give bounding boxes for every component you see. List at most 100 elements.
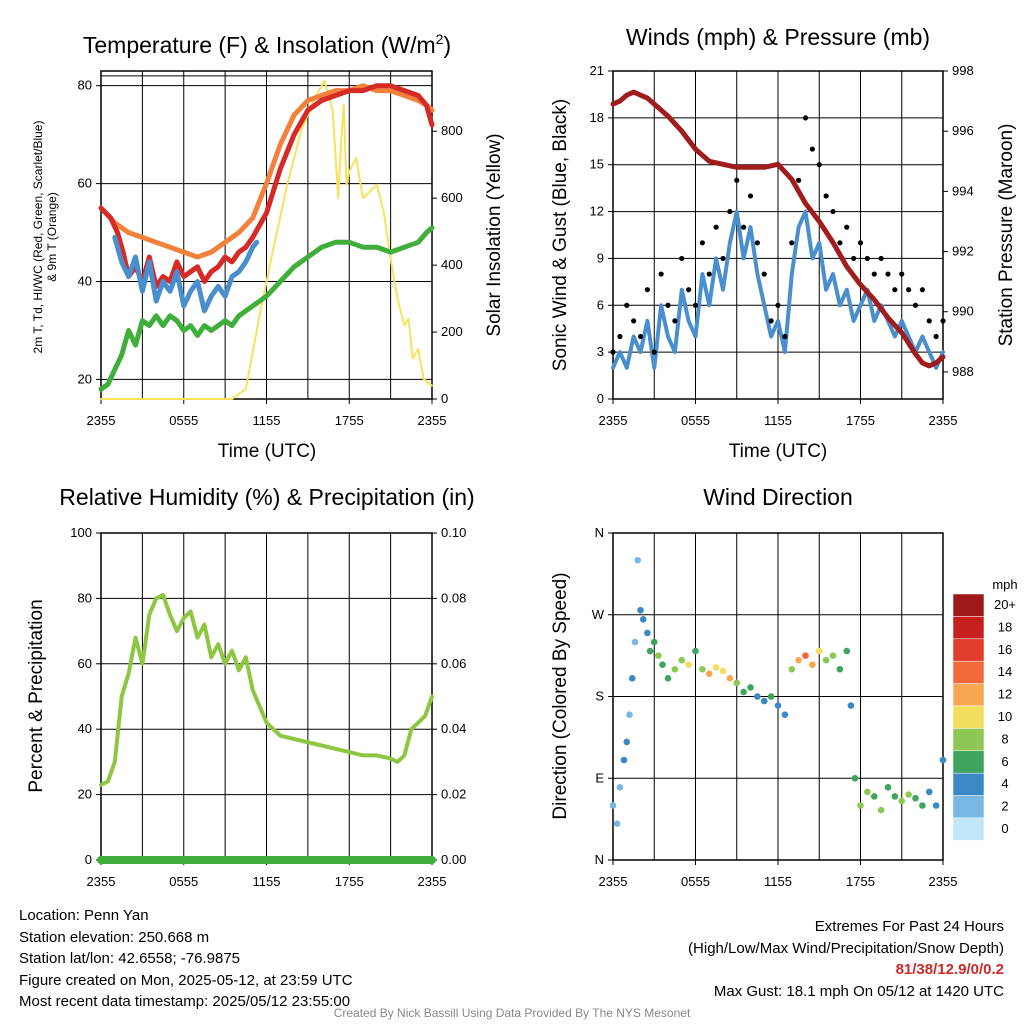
- legend-swatch: [952, 593, 985, 617]
- direction-point: [760, 697, 768, 705]
- direction-point: [733, 679, 741, 687]
- y-tick-label-left: 80: [78, 78, 92, 93]
- gust-point: [727, 208, 733, 215]
- gust-point: [837, 240, 843, 246]
- gust-point: [912, 302, 919, 308]
- created-text: Figure created on Mon, 2025-05-12, at 23…: [19, 971, 353, 989]
- y-tick-label-right: 200: [441, 324, 463, 339]
- direction-point: [671, 665, 679, 673]
- gust-point: [734, 177, 740, 183]
- legend-swatch: [952, 772, 985, 796]
- x-tick-label: 1155: [764, 874, 792, 889]
- direction-point: [809, 661, 816, 669]
- pressure-line: [610, 89, 946, 369]
- direction-point: [644, 629, 651, 637]
- x-tick-label: 0555: [681, 874, 710, 889]
- y-tick-label-left: S: [595, 689, 604, 704]
- temperature-chart-title: Temperature (F) & Insolation (W/m2): [83, 31, 451, 58]
- extremes-summary: Extremes For Past 24 Hours (High/Low/Max…: [688, 916, 1004, 1002]
- gust-point: [851, 255, 857, 262]
- direction-point: [705, 670, 713, 678]
- temperature-x-axis-label: Time (UTC): [218, 441, 317, 462]
- insolation-line: [100, 80, 433, 400]
- x-tick-label: 1755: [846, 874, 875, 889]
- temperature-right-axis-label: Solar Insolation (Yellow): [484, 133, 505, 336]
- gust-point: [919, 287, 925, 293]
- y-tick-label-left: W: [592, 607, 605, 622]
- legend-label: 4: [1001, 776, 1008, 791]
- direction-point: [802, 652, 809, 659]
- gust-point: [747, 193, 754, 199]
- latlon-text: Station lat/lon: 42.6558; -76.9875: [19, 950, 241, 967]
- plot-frame: [612, 70, 944, 400]
- gust-point: [933, 333, 939, 340]
- legend-label: 14: [998, 664, 1012, 679]
- direction-point: [637, 606, 644, 614]
- x-tick-label: 0555: [681, 413, 710, 428]
- gust-point: [631, 318, 637, 324]
- recent-data-text: Most recent data timestamp: 2025/05/12 2…: [19, 993, 351, 1010]
- wind-direction-chart-title: Wind Direction: [703, 484, 853, 510]
- gust-point: [610, 349, 616, 355]
- temperature-left-axis-label-line1: 2m T, Td, HI/WC (Red, Green, Scarlet/Blu…: [31, 121, 45, 354]
- humidity-left-axis-label: Percent & Precipitation: [26, 599, 47, 792]
- direction-point: [650, 638, 658, 646]
- gust-point: [624, 302, 630, 308]
- y-tick-label-left: 40: [78, 721, 92, 736]
- direction-point: [726, 675, 734, 682]
- direction-point: [788, 665, 796, 673]
- y-tick-label-left: N: [595, 525, 604, 540]
- direction-point: [822, 656, 830, 664]
- direction-point: [613, 820, 621, 827]
- y-tick-label-left: 0: [597, 391, 604, 406]
- y-tick-label-left: 60: [78, 656, 92, 671]
- x-tick-label: 1155: [253, 413, 281, 428]
- x-tick-label: 2355: [929, 874, 958, 889]
- direction-point: [631, 638, 639, 646]
- gust-point: [906, 287, 912, 293]
- y-tick-label-left: 18: [590, 110, 604, 125]
- direction-point: [912, 794, 919, 802]
- credit-text: Created By Nick Bassill Using Data Provi…: [333, 1006, 691, 1020]
- y-tick-label-left: 3: [597, 344, 604, 359]
- direction-point: [740, 688, 747, 696]
- legend-label: 10: [998, 709, 1012, 724]
- direction-point: [851, 774, 859, 782]
- direction-point: [932, 802, 940, 809]
- direction-point: [623, 738, 631, 746]
- gust-point: [658, 271, 664, 277]
- y-tick-label-left: 12: [590, 204, 604, 219]
- gust-point: [692, 302, 699, 308]
- x-tick-label: 2355: [87, 874, 116, 889]
- station-info: Location: Penn Yan Station elevation: 25…: [19, 905, 353, 1013]
- winds-left-axis-label: Sonic Wind & Gust (Blue, Black): [550, 99, 571, 371]
- max-gust-text: Max Gust: 18.1 mph On 05/12 at 1420 UTC: [713, 982, 1004, 1000]
- y-tick-label-left: 40: [78, 274, 92, 289]
- direction-point: [905, 791, 912, 798]
- winds-pressure-panel: Winds (mph) & Pressure (mb) Time (UTC) S…: [550, 24, 1017, 462]
- x-tick-label: 1755: [335, 413, 364, 428]
- winds-right-axis-label: Station Pressure (Maroon): [996, 124, 1017, 347]
- direction-point: [939, 756, 947, 764]
- direction-point: [692, 647, 699, 655]
- direction-point: [829, 652, 837, 659]
- y-tick-label-right: 988: [952, 364, 974, 379]
- direction-point: [639, 615, 647, 623]
- gust-point: [637, 333, 644, 340]
- y-tick-label-right: 0.04: [441, 721, 466, 736]
- legend-swatch: [952, 705, 985, 729]
- y-tick-label-right: 994: [952, 183, 974, 198]
- direction-point: [864, 788, 871, 796]
- winds-x-axis-label: Time (UTC): [729, 441, 828, 462]
- direction-point: [626, 711, 633, 718]
- direction-point: [795, 656, 802, 664]
- direction-point: [655, 652, 662, 659]
- y-tick-label-right: 996: [952, 123, 974, 138]
- gust-point: [796, 177, 802, 183]
- direction-point: [664, 675, 672, 682]
- gust-point: [754, 240, 760, 246]
- direction-point: [836, 665, 844, 673]
- gust-point: [940, 318, 946, 324]
- dewpoint-line: [98, 225, 435, 392]
- y-tick-label-left: 6: [597, 297, 604, 312]
